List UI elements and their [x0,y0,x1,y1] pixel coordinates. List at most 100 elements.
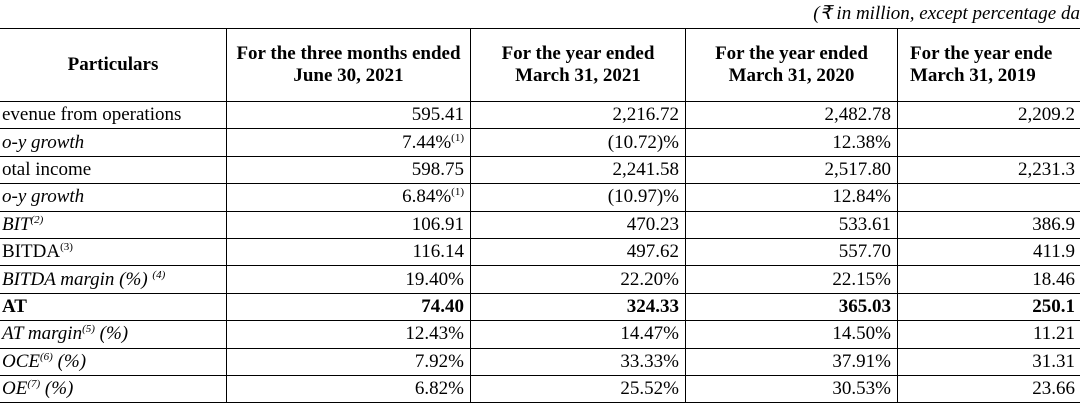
value-cell: 23.66 [897,374,1080,404]
label-text: AT margin [2,323,83,345]
table-row: AT 74.40 324.33 365.03 250.1 [0,292,1080,322]
row-label: OCE(6) (%) [0,347,227,376]
row-label: BITDA margin (%) (4) [0,265,227,294]
value-text: 23.66 [1032,378,1075,400]
value-text: (10.97)% [607,186,679,208]
value-cell [897,128,1080,157]
table-body: evenue from operations 595.41 2,216.72 2,48… [0,100,1080,404]
header-row: Particulars For the three months ended Ju… [0,28,1080,102]
row-label: AT margin(5) (%) [0,320,227,349]
value-cell: 386.9 [897,210,1080,239]
footnote-ref: (4) [152,268,166,281]
row-label: BIT(2) [0,210,227,239]
label-text: BIT [2,213,31,235]
value-text: 2,209.2 [1018,104,1075,126]
column-header: For the three months ended June 30, 2021 [226,28,471,102]
value-cell: (10.97)% [470,183,686,212]
value-cell: 31.31 [897,347,1080,376]
value-text: 2,517.80 [824,158,892,180]
value-cell: 250.1 [897,292,1080,322]
value-text: 30.53% [832,378,891,400]
value-text: 7.44% [402,131,452,153]
value-cell: 598.75 [226,155,471,185]
value-text: 37.91% [832,350,891,372]
value-cell: 2,241.58 [470,155,686,185]
value-text: 25.52% [620,378,679,400]
table-row: o-y growth 6.84%(1) (10.97)% 12.84% [0,183,1080,212]
value-cell: 595.41 [226,100,471,130]
value-cell: 116.14 [226,237,471,267]
column-header: Particulars [0,28,227,102]
value-text: 74.40 [421,295,464,317]
value-cell: 470.23 [470,210,686,239]
value-text: 33.33% [620,350,679,372]
value-cell: 2,209.2 [897,100,1080,130]
value-cell: 18.46 [897,265,1080,294]
value-cell: 25.52% [470,374,686,404]
label-text: o-y growth [2,131,85,153]
label-text: evenue from operations [2,104,182,126]
value-text: 557.70 [838,241,891,263]
value-text: 2,241.58 [612,158,680,180]
value-cell: 14.47% [470,320,686,349]
column-header: For the year ende March 31, 2019 [897,28,1080,102]
footnote-ref: (7) [27,378,41,391]
value-cell: 6.82% [226,374,471,404]
value-text: 14.50% [832,323,891,345]
value-cell: 12.84% [685,183,898,212]
financial-table: Particulars For the three months ended Ju… [0,28,1080,404]
value-text: 324.33 [626,295,679,317]
value-text: 31.31 [1032,350,1075,372]
value-text: 2,216.72 [612,104,680,126]
value-cell: 30.53% [685,374,898,404]
value-cell: 14.50% [685,320,898,349]
row-label: o-y growth [0,128,227,157]
table-row: otal income 598.75 2,241.58 2,517.80 2,231.3 [0,155,1080,185]
value-cell: 497.62 [470,237,686,267]
footnote-ref: (1) [451,186,464,199]
value-text: 7.92% [414,350,464,372]
value-text: 22.20% [620,268,679,290]
value-text: 365.03 [838,295,891,317]
value-cell: 22.20% [470,265,686,294]
row-label: otal income [0,155,227,185]
value-cell: 557.70 [685,237,898,267]
value-text: 22.15% [832,268,891,290]
value-cell: 324.33 [470,292,686,322]
value-text: 116.14 [412,241,464,263]
value-cell: 7.44%(1) [226,128,471,157]
value-text: 386.9 [1032,213,1075,235]
value-text: 12.38% [832,131,891,153]
value-text: 11.21 [1032,323,1075,345]
value-cell: (10.72)% [470,128,686,157]
value-cell: 12.43% [226,320,471,349]
value-cell: 33.33% [470,347,686,376]
label-text: (%) [40,378,74,400]
label-text: otal income [2,158,92,180]
label-text: (%) [94,323,129,345]
value-cell: 365.03 [685,292,898,322]
row-label: BITDA(3) [0,237,227,267]
table-row: OCE(6) (%) 7.92% 33.33% 37.91% 31.31 [0,347,1080,376]
label-text: (%) [52,350,87,372]
value-cell: 6.84%(1) [226,183,471,212]
footnote-ref: (5) [82,323,95,336]
table-row: OE(7) (%) 6.82% 25.52% 30.53% 23.66 [0,374,1080,404]
value-cell: 2,482.78 [685,100,898,130]
value-text: 12.84% [832,186,891,208]
value-text: 14.47% [620,323,679,345]
value-text: (10.72)% [607,131,679,153]
label-text: BITDA [2,241,61,263]
value-cell: 2,517.80 [685,155,898,185]
value-cell: 19.40% [226,265,471,294]
value-cell: 12.38% [685,128,898,157]
label-text: AT [2,295,27,317]
row-label: evenue from operations [0,100,227,130]
row-label: OE(7) (%) [0,374,227,404]
row-label: o-y growth [0,183,227,212]
table-row: AT margin(5) (%) 12.43% 14.47% 14.50% 11.21 [0,320,1080,349]
value-cell: 106.91 [226,210,471,239]
value-text: 598.75 [411,158,464,180]
value-text: 497.62 [626,241,679,263]
